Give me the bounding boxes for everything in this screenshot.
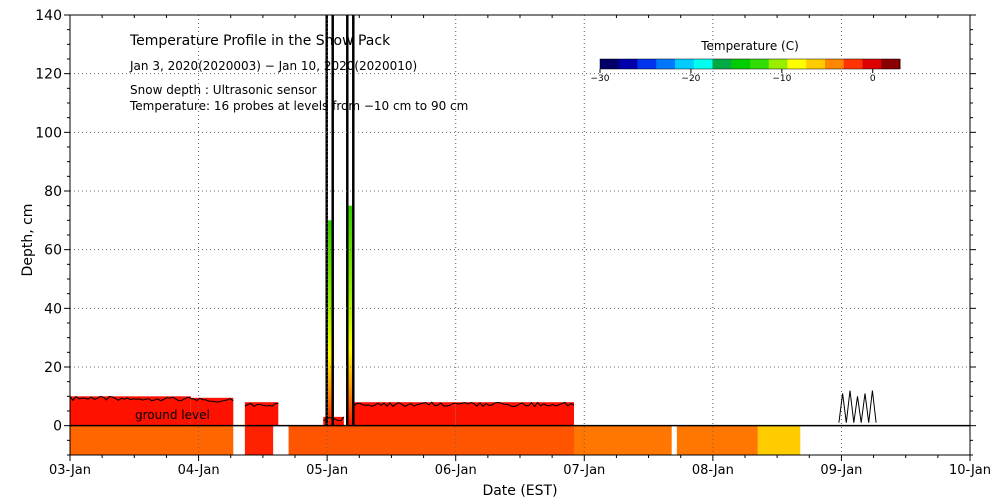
note-snow-depth: Snow depth : Ultrasonic sensor <box>130 83 317 97</box>
temperature-band <box>244 425 274 455</box>
x-tick-label: 06-Jan <box>435 463 477 478</box>
colorbar-tick-label: −20 <box>681 74 700 84</box>
snow-depth-trace <box>838 390 877 423</box>
temperature-band <box>70 425 234 455</box>
colorbar-swatch <box>618 59 638 69</box>
snow-depth-trace <box>323 416 345 422</box>
x-tick-label: 05-Jan <box>306 463 348 478</box>
colorbar-swatch <box>656 59 676 69</box>
ground-level-label: ground level <box>135 408 210 422</box>
y-axis-label: Depth, cm <box>20 204 36 277</box>
chart-title: Temperature Profile in the Snow Pack <box>129 33 391 49</box>
y-tick-label: 120 <box>35 67 62 83</box>
x-tick-label: 07-Jan <box>563 463 605 478</box>
colorbar: Temperature (C) −30 −20 −10 0 <box>591 39 901 84</box>
colorbar-tick-label: −10 <box>772 74 791 84</box>
chart-subtitle: Jan 3, 2020(2020003) − Jan 10, 2020(2020… <box>129 59 417 73</box>
colorbar-swatch <box>693 59 713 69</box>
x-axis-label: Date (EST) <box>482 483 557 499</box>
colorbar-swatch <box>731 59 751 69</box>
colorbar-title: Temperature (C) <box>700 39 799 53</box>
snow-depth-trace <box>190 397 234 403</box>
colorbar-swatch <box>637 59 657 69</box>
x-tick-label: 08-Jan <box>692 463 734 478</box>
temperature-band <box>190 397 234 426</box>
colorbar-swatch <box>712 59 732 69</box>
y-tick-label: 60 <box>44 243 62 259</box>
colorbar-frame <box>599 58 901 70</box>
axes: 03-Jan 04-Jan 05-Jan 06-Jan 07-Jan 08-Jan 09-J… <box>35 8 991 478</box>
y-tick-label: 20 <box>44 360 62 376</box>
x-tick-label: 04-Jan <box>178 463 220 478</box>
temperature-band <box>757 425 801 455</box>
snow-depth-trace <box>69 395 192 402</box>
colorbar-swatch <box>825 59 845 69</box>
x-tick-label: 03-Jan <box>49 463 91 478</box>
y-tick-label: 140 <box>35 8 62 24</box>
colorbar-swatch <box>843 59 863 69</box>
colorbar-swatch <box>600 59 620 69</box>
snow-depth-trace <box>455 401 575 408</box>
y-tick-label: 100 <box>35 125 62 141</box>
plot-area <box>70 15 970 455</box>
colorbar-swatch <box>862 59 882 69</box>
temperature-fills <box>70 15 801 455</box>
snow-depth-trace <box>353 401 456 408</box>
x-tick-label: 09-Jan <box>820 463 862 478</box>
colorbar-swatch <box>806 59 826 69</box>
temperature-band <box>70 396 191 426</box>
x-tick-label: 10-Jan <box>949 463 991 478</box>
colorbar-swatch <box>787 59 807 69</box>
colorbar-swatch <box>675 59 695 69</box>
colorbar-tick-label: 0 <box>870 74 876 84</box>
temperature-band <box>455 402 574 426</box>
y-tick-label: 0 <box>53 419 62 435</box>
temperature-band <box>244 402 279 426</box>
grid-lines <box>70 15 970 455</box>
colorbar-swatch <box>768 59 788 69</box>
plot-background <box>70 15 970 455</box>
y-tick-label: 80 <box>44 184 62 200</box>
temperature-spike <box>327 220 333 426</box>
snow-depth-line <box>69 390 970 427</box>
colorbar-swatch <box>750 59 770 69</box>
note-temperature: Temperature: 16 probes at levels from −1… <box>129 99 468 113</box>
temperature-band <box>574 425 672 455</box>
temperature-band <box>676 425 758 455</box>
temperature-spike <box>347 205 353 426</box>
temperature-band <box>354 402 456 426</box>
snow-depth-trace <box>244 402 279 408</box>
colorbar-swatch <box>881 59 901 69</box>
y-tick-label: 40 <box>44 301 62 317</box>
colorbar-tick-label: −30 <box>591 74 610 84</box>
temperature-band <box>288 425 574 455</box>
